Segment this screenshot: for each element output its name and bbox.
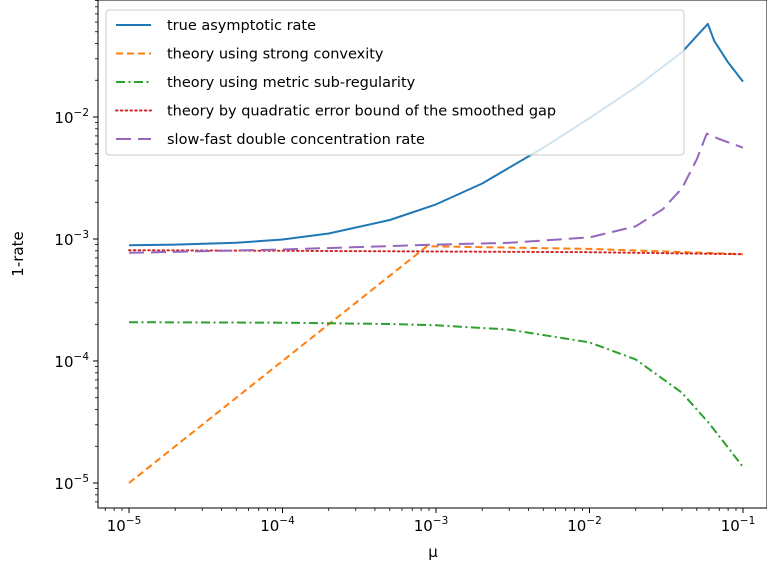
x-tick-label: 10−3	[414, 515, 449, 535]
legend-label-1: true asymptotic rate	[167, 18, 316, 34]
x-axis: 10−5 10−4 10−3 10−2 10−1	[104, 508, 756, 535]
x-tick-label: 10−2	[567, 515, 602, 535]
series-line-3	[128, 321, 744, 468]
legend-box	[105, 9, 685, 156]
x-tick-label: 10−5	[107, 515, 142, 535]
y-axis: 10−5 10−4 10−3 10−2	[54, 0, 98, 503]
y-tick-label: 10−4	[54, 351, 89, 371]
x-axis-label: μ	[428, 543, 438, 561]
y-tick-label: 10−2	[54, 107, 89, 127]
x-tick-label: 10−4	[260, 515, 295, 535]
legend-label-2: theory using strong convexity	[167, 47, 384, 63]
y-axis-label: 1-rate	[9, 231, 27, 276]
series-line-1	[128, 22, 744, 247]
plot-lines	[128, 22, 744, 484]
y-tick-label: 10−3	[54, 229, 89, 249]
legend-label-3: theory using metric sub-regularity	[167, 75, 416, 91]
plot-frame	[97, 0, 767, 509]
x-tick-label: 10−1	[721, 515, 756, 535]
legend: true asymptotic rate theory using strong …	[105, 9, 685, 156]
legend-label-5: slow-fast double concentration rate	[167, 132, 425, 148]
y-tick-label: 10−5	[54, 473, 89, 493]
legend-label-4: theory by quadratic error bound of the s…	[167, 104, 556, 120]
